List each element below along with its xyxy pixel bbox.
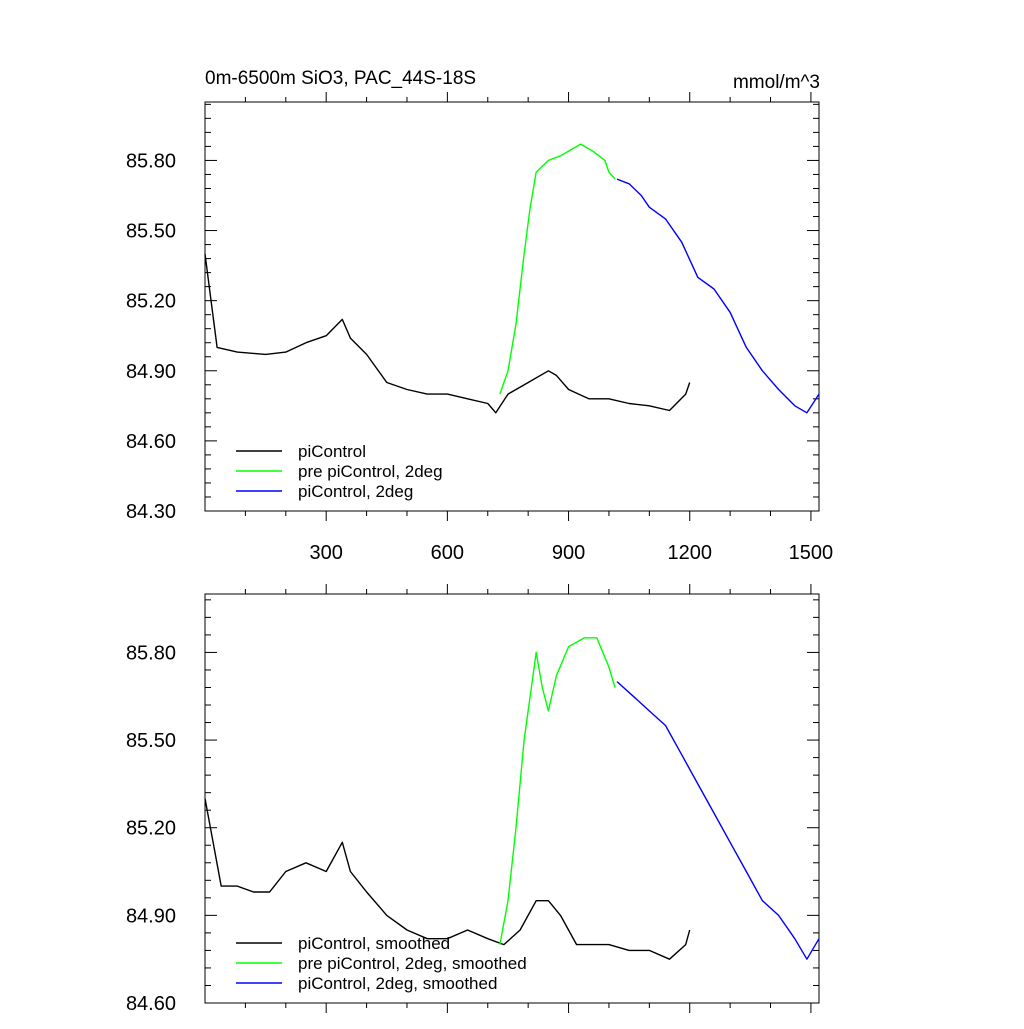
y-tick-label: 85.50 — [126, 221, 176, 243]
y-tick-labels: 84.30 84.60 84.90 85.20 85.50 85.80 — [126, 150, 176, 523]
legend-label: pre piControl, 2deg, smoothed — [298, 954, 527, 973]
y-tick-labels: 84.60 84.90 85.20 85.50 85.80 — [126, 642, 176, 1015]
y-tick-label: 85.80 — [126, 150, 176, 172]
legend-label: piControl, 2deg, smoothed — [298, 974, 497, 993]
y-tick-label: 84.30 — [126, 501, 176, 523]
y-tick-label: 85.80 — [126, 642, 176, 664]
series-line — [616, 178, 820, 414]
x-tick-labels: 300 600 900 1200 1500 — [309, 542, 833, 564]
x-tick-label: 600 — [431, 542, 464, 564]
x-tick-label: 900 — [552, 542, 585, 564]
series-line — [204, 798, 691, 960]
y-tick-label: 85.20 — [126, 291, 176, 313]
y-tick-label: 85.20 — [126, 818, 176, 840]
series-line — [616, 681, 820, 960]
panel-top: 0m-6500m SiO3, PAC_44S-18S mmol/m^3 84.3… — [126, 68, 833, 564]
series-lines — [204, 143, 820, 414]
series-line — [499, 637, 616, 945]
legend-label: pre piControl, 2deg — [298, 462, 443, 481]
y-tick-label: 84.60 — [126, 993, 176, 1015]
x-tick-label: 1500 — [789, 542, 834, 564]
y-tick-label: 84.60 — [126, 431, 176, 453]
series-line — [499, 143, 616, 395]
y-tick-label: 85.50 — [126, 730, 176, 752]
y-tick-label: 84.90 — [126, 361, 176, 383]
series-lines — [204, 637, 820, 960]
legend-label: piControl, smoothed — [298, 934, 450, 953]
x-tick-label: 1200 — [667, 542, 712, 564]
chart-title: 0m-6500m SiO3, PAC_44S-18S — [205, 68, 476, 89]
legend-label: piControl — [298, 442, 366, 461]
axis-ticks — [205, 584, 819, 1013]
plot-frame — [204, 101, 820, 512]
units-label: mmol/m^3 — [733, 72, 820, 93]
series-line — [204, 253, 691, 414]
legend-label: piControl, 2deg — [298, 482, 413, 501]
panel-bottom: 84.60 84.90 85.20 85.50 85.80 piControl, smo… — [126, 584, 820, 1015]
x-tick-label: 300 — [309, 542, 342, 564]
y-tick-label: 84.90 — [126, 905, 176, 927]
